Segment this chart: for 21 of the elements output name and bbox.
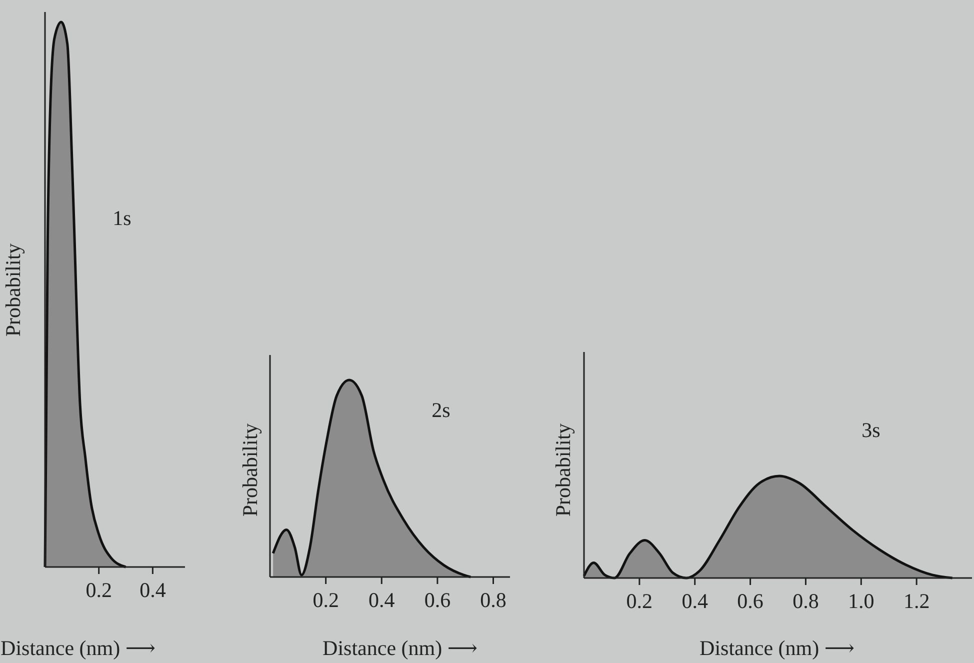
x-tick-label: 0.6	[424, 588, 451, 612]
x-tick-label: 0.2	[86, 578, 112, 602]
x-axis-title: Distance (nm) ⟶	[700, 636, 854, 660]
x-tick-label: 1.2	[903, 589, 930, 613]
x-tick-label: 1.0	[848, 589, 874, 613]
x-axis-title: Distance (nm) ⟶	[322, 636, 478, 660]
x-tick-label: 0.2	[312, 588, 339, 612]
y-axis-title: Probability	[238, 422, 262, 517]
annotation: 2s	[432, 398, 450, 422]
x-tick-label: 0.4	[368, 588, 396, 612]
text: 3s	[862, 418, 880, 442]
y-axis-title: Probability	[1, 242, 25, 337]
y-axis-title: Probability	[551, 422, 575, 517]
x-tick-label: 0.6	[737, 589, 764, 613]
x-tick-label: 0.8	[792, 589, 819, 613]
annotation: 1s	[112, 206, 132, 230]
x-axis-title: Distance (nm) ⟶	[0, 636, 156, 660]
x-tick-label: 0.2	[626, 589, 653, 613]
x-tick-label: 0.4	[682, 589, 708, 613]
x-tick-label: 0.4	[140, 578, 166, 602]
x-tick-label: 0.8	[480, 588, 506, 612]
